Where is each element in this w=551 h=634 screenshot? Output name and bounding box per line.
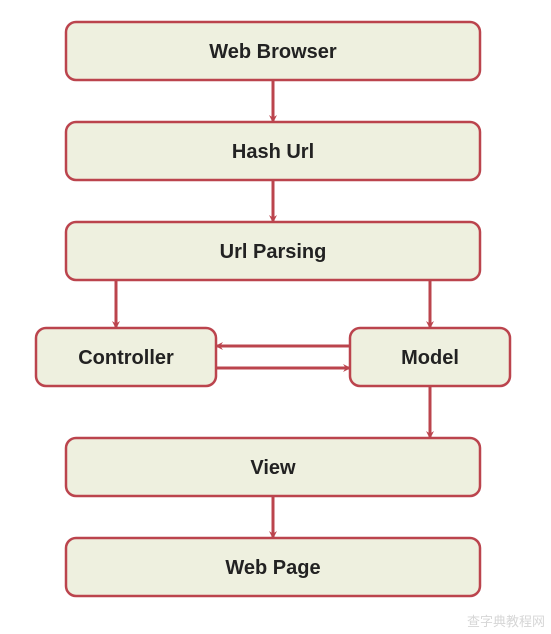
node-label-controller: Controller [78,347,174,369]
node-model: Model [350,328,510,386]
node-webbrowser: Web Browser [66,22,480,80]
node-hashurl: Hash Url [66,122,480,180]
node-label-model: Model [401,347,459,369]
watermark-text: 查字典教程网 [467,614,545,629]
node-label-webbrowser: Web Browser [209,41,337,63]
node-urlparsing: Url Parsing [66,222,480,280]
node-label-view: View [250,457,296,479]
node-label-hashurl: Hash Url [232,141,314,163]
node-view: View [66,438,480,496]
node-webpage: Web Page [66,538,480,596]
node-label-webpage: Web Page [225,557,320,579]
node-controller: Controller [36,328,216,386]
flowchart-canvas: Web Browser Hash Url Url Parsing Controller… [0,0,551,634]
node-label-urlparsing: Url Parsing [220,241,327,263]
